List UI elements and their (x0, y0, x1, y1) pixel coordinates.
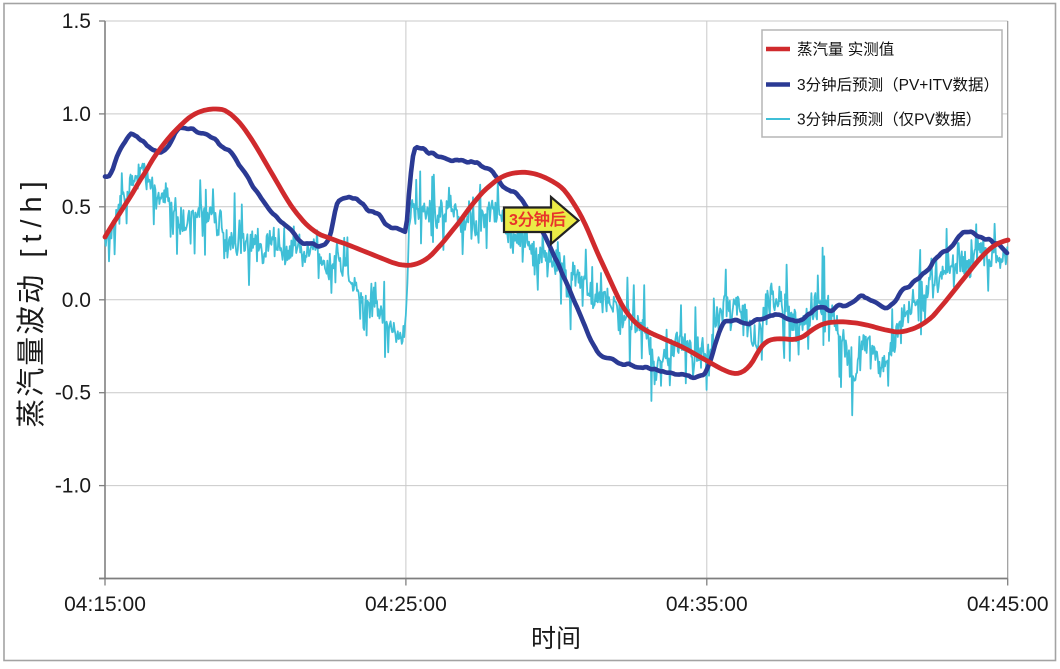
svg-text:0.5: 0.5 (62, 196, 91, 219)
svg-text:04:35:00: 04:35:00 (666, 593, 748, 616)
svg-text:1.5: 1.5 (62, 10, 91, 33)
svg-text:蒸汽量 实测值: 蒸汽量 实测值 (797, 41, 894, 59)
svg-text:1.0: 1.0 (62, 103, 91, 126)
svg-text:-1.0: -1.0 (55, 475, 91, 498)
svg-text:时间: 时间 (531, 625, 581, 653)
svg-text:04:45:00: 04:45:00 (967, 593, 1049, 616)
svg-text:04:15:00: 04:15:00 (64, 593, 146, 616)
svg-text:3分钟后: 3分钟后 (509, 210, 566, 229)
svg-text:04:25:00: 04:25:00 (365, 593, 447, 616)
svg-text:-0.5: -0.5 (55, 382, 91, 405)
svg-text:蒸汽量波动 [t/h]: 蒸汽量波动 [t/h] (15, 174, 48, 427)
svg-text:0.0: 0.0 (62, 289, 91, 312)
svg-text:3分钟后预测（仅PV数据）: 3分钟后预测（仅PV数据） (797, 111, 981, 129)
svg-text:3分钟后预测（PV+ITV数据）: 3分钟后预测（PV+ITV数据） (797, 76, 999, 94)
